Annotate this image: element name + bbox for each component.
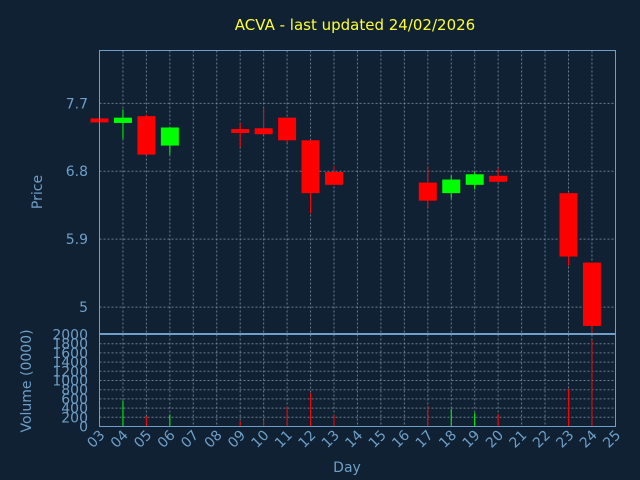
day-tick-label: 17 — [413, 428, 437, 452]
volume-panel-frame — [99, 334, 616, 427]
volume-tick-label: 1600 — [52, 346, 88, 362]
candle-body — [160, 127, 179, 146]
price-tick-label: 5 — [79, 300, 88, 316]
day-tick-label: 09 — [225, 428, 249, 452]
candle-body — [465, 174, 484, 185]
candles — [90, 107, 601, 334]
volume-tick-label: 400 — [61, 401, 88, 417]
candle-body — [278, 117, 297, 141]
day-tick-label: 20 — [483, 428, 507, 452]
price-axis-label: Price — [30, 175, 46, 209]
day-tick-label: 05 — [131, 428, 155, 452]
volume-tick-label: 1000 — [52, 374, 88, 390]
price-tick-label: 5.9 — [66, 232, 88, 248]
day-tick-label: 12 — [295, 428, 319, 452]
candle-body — [254, 128, 273, 135]
candle-body — [559, 193, 578, 257]
day-tick-label: 06 — [155, 427, 179, 451]
day-tick-label: 21 — [507, 428, 531, 452]
day-tick-label: 07 — [178, 428, 202, 452]
day-tick-label: 22 — [530, 428, 554, 452]
volume-tick-label: 0 — [79, 420, 88, 436]
day-tick-label: 15 — [366, 428, 390, 452]
volume-grid — [99, 334, 616, 427]
day-tick-label: 19 — [460, 428, 484, 452]
price-tick-label: 6.8 — [66, 164, 88, 180]
price-grid — [99, 50, 616, 334]
day-tick-label: 11 — [272, 428, 296, 452]
candle-body — [418, 182, 437, 201]
candle-body — [325, 172, 343, 185]
day-tick-label: 04 — [108, 427, 132, 451]
price-ticks: 7.7 6.8 5.9 5 — [66, 96, 88, 316]
volume-tick-label: 200 — [61, 410, 88, 426]
day-tick-label: 18 — [436, 428, 460, 452]
volume-tick-label: 1800 — [52, 337, 88, 353]
chart-title: ACVA - last updated 24/02/2026 — [235, 16, 475, 34]
day-tick-label: 16 — [389, 427, 413, 451]
price-tick-label: 7.7 — [66, 96, 88, 112]
day-tick-label: 25 — [600, 428, 624, 452]
volume-tick-label: 800 — [61, 383, 88, 399]
volume-bars — [99, 340, 593, 427]
day-tick-label: 23 — [553, 428, 577, 452]
candle-body — [582, 262, 601, 326]
candle-body — [489, 175, 508, 182]
volume-axis-label: Volume (0000) — [19, 329, 35, 432]
candle-body — [442, 179, 461, 194]
day-ticks: 03 04 05 06 07 08 09 10 11 12 13 14 15 16 17 18 19 20 21 22… — [84, 427, 624, 451]
candle-body — [113, 117, 132, 123]
day-tick-label: 24 — [577, 427, 601, 451]
candle-body — [137, 116, 156, 155]
day-tick-label: 14 — [342, 427, 366, 451]
day-axis-label: Day — [333, 460, 361, 476]
day-tick-label: 10 — [249, 428, 273, 452]
candle-body — [301, 140, 320, 194]
volume-tick-label: 1200 — [52, 364, 88, 380]
candle-body — [231, 128, 250, 133]
volume-tick-label: 2000 — [52, 328, 88, 344]
day-tick-label: 08 — [202, 428, 226, 452]
price-panel-frame — [99, 50, 616, 334]
day-tick-label: 13 — [319, 428, 343, 452]
volume-tick-label: 600 — [61, 392, 88, 408]
volume-tick-label: 1400 — [52, 355, 88, 371]
